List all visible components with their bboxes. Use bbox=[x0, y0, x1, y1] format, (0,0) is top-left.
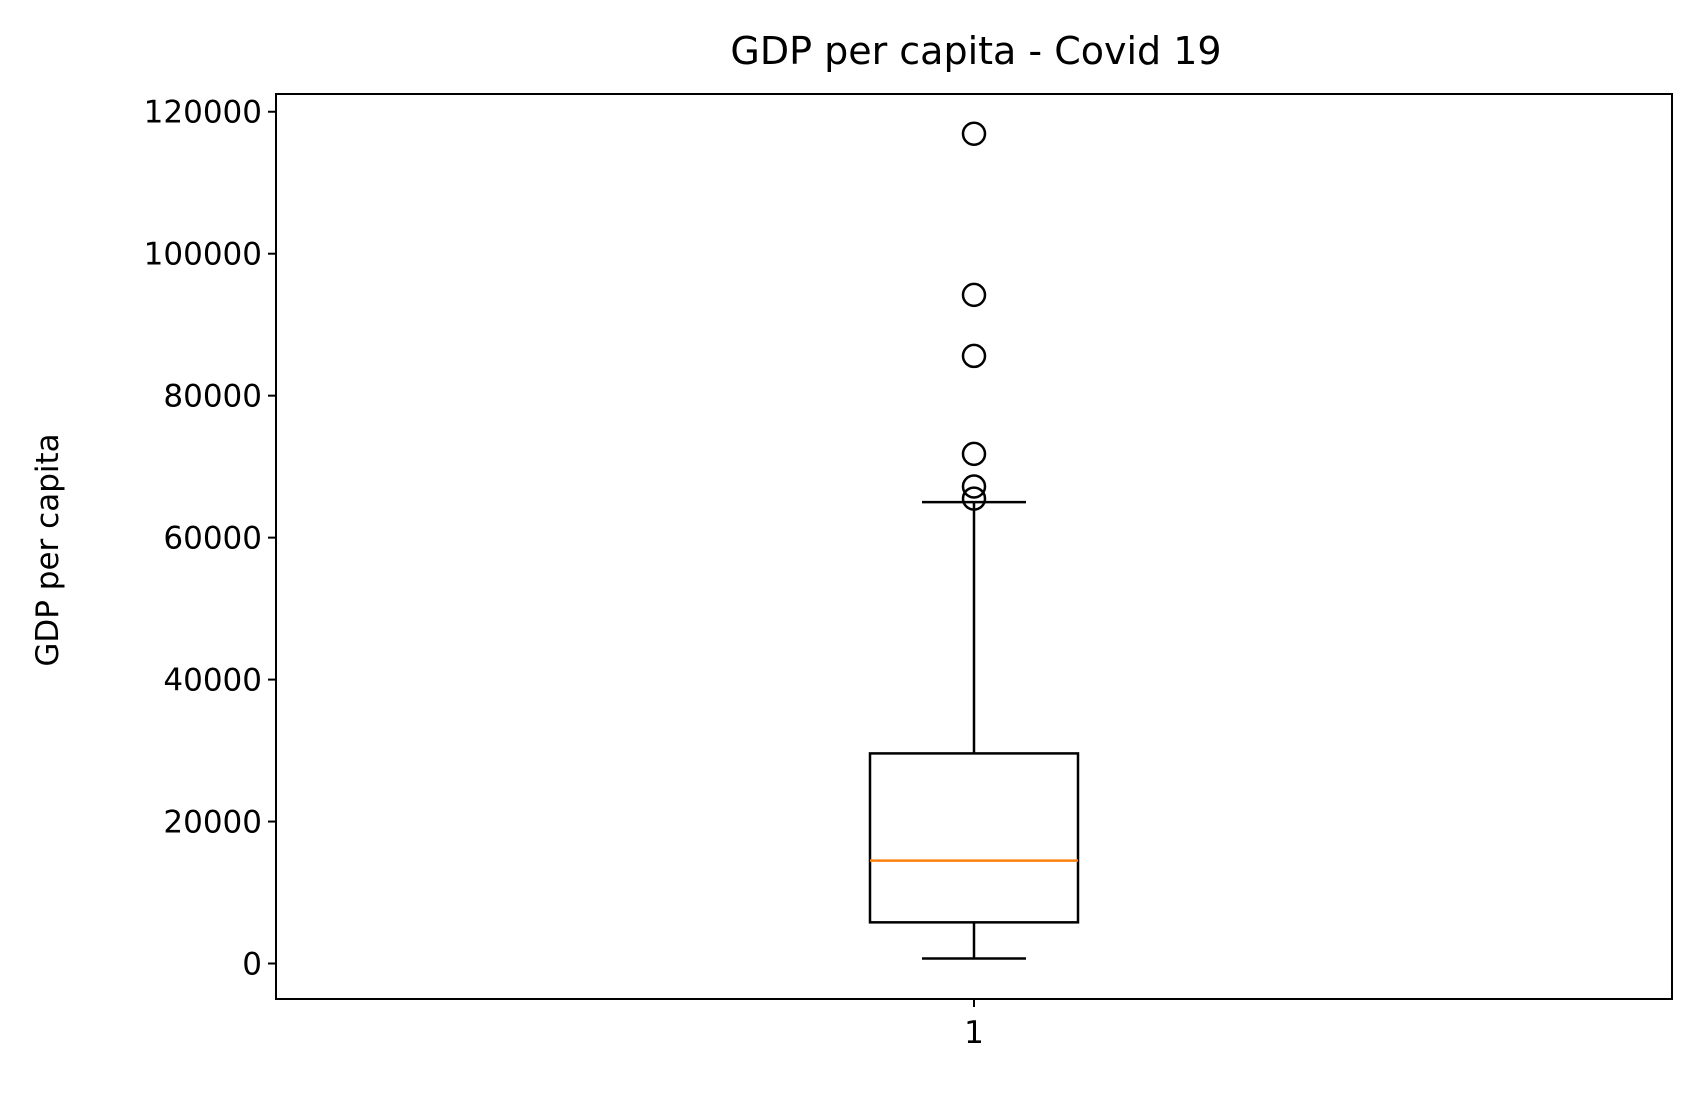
box-group bbox=[868, 121, 1080, 960]
outlier-point bbox=[961, 474, 987, 499]
y-tick-label: 120000 bbox=[144, 95, 262, 131]
iqr-box bbox=[868, 752, 1080, 924]
y-tick-label: 60000 bbox=[163, 521, 262, 557]
outlier-point bbox=[961, 486, 987, 511]
y-axis: 0 20000 40000 60000 80000 100000 120000 bbox=[144, 95, 276, 983]
y-tick-label: 100000 bbox=[144, 237, 262, 273]
y-axis-label: GDP per capita bbox=[30, 433, 66, 666]
outlier-point bbox=[961, 121, 987, 146]
y-tick-label: 20000 bbox=[163, 805, 262, 841]
y-tick-label: 0 bbox=[242, 947, 262, 983]
outlier-point bbox=[961, 441, 987, 467]
x-tick-label: 1 bbox=[964, 1015, 984, 1051]
outlier-point bbox=[961, 282, 987, 308]
chart-title: GDP per capita - Covid 19 bbox=[730, 29, 1221, 73]
outlier-point bbox=[961, 343, 987, 369]
y-tick-label: 40000 bbox=[163, 663, 262, 699]
x-axis: 1 bbox=[964, 999, 984, 1051]
y-tick-label: 80000 bbox=[163, 379, 262, 415]
